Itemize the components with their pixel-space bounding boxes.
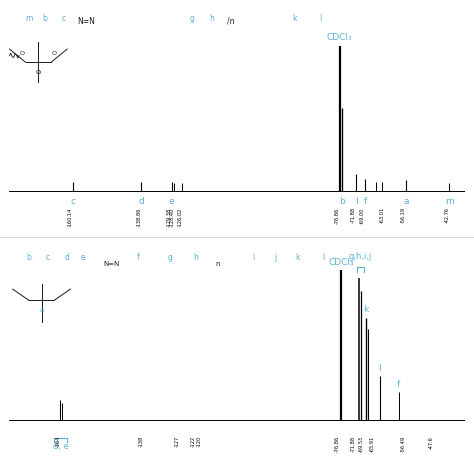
Text: l: l [319,14,321,23]
Text: -63.01: -63.01 [379,207,384,223]
Text: e: e [169,198,174,207]
Text: k: k [296,253,300,262]
Text: N=N: N=N [77,17,95,26]
Text: d, e: d, e [53,442,69,451]
Text: -56.19: -56.19 [401,207,406,223]
Text: -42.76: -42.76 [444,207,449,223]
Text: h: h [209,14,214,23]
Text: k: k [363,305,368,314]
Text: n: n [216,261,220,267]
Text: k: k [292,14,297,23]
Text: m: m [445,198,454,207]
Text: c: c [46,253,50,262]
Text: N=N: N=N [104,261,120,267]
Text: l: l [322,253,325,262]
Text: CDCl₃: CDCl₃ [328,258,354,267]
Text: a: a [403,198,409,207]
Text: -120: -120 [197,436,202,447]
Text: -76.86: -76.86 [335,436,340,452]
Text: -65.91: -65.91 [370,436,375,452]
Text: -69.53: -69.53 [358,436,364,452]
Text: f: f [364,198,367,207]
Text: -71.88: -71.88 [351,436,356,452]
Text: l: l [355,198,357,207]
Text: -126.02: -126.02 [177,207,182,227]
Text: c: c [71,198,76,207]
Text: m: m [25,14,32,23]
Text: b: b [42,14,47,23]
Text: f: f [137,253,139,262]
Text: -127: -127 [174,436,179,447]
Text: c: c [62,14,66,23]
Text: -138: -138 [139,436,144,447]
Text: g,h,i,j: g,h,i,j [349,252,372,261]
Text: O: O [52,52,57,56]
Text: e: e [81,253,85,262]
Text: /n: /n [227,17,234,26]
Text: O: O [36,70,41,74]
Text: -129.38: -129.38 [167,207,172,227]
Text: -160.14: -160.14 [68,207,73,227]
Text: O: O [20,52,25,56]
Text: -47.6: -47.6 [429,436,434,449]
Text: -76.86: -76.86 [335,207,340,224]
Text: i: i [252,253,254,262]
Text: b: b [26,253,31,262]
Text: -71.88: -71.88 [351,207,356,223]
Text: -138.86: -138.86 [137,207,141,227]
Text: -122: -122 [191,436,195,447]
Text: b: b [339,198,345,207]
Text: -69.00: -69.00 [360,207,365,224]
Text: l: l [378,364,381,373]
Text: -128.40: -128.40 [170,207,175,227]
Text: d: d [65,253,70,262]
Text: g: g [190,14,194,23]
Text: -56.49: -56.49 [400,436,405,452]
Text: g: g [167,253,172,262]
Text: -164: -164 [56,436,61,447]
Text: a: a [39,307,44,313]
Text: j: j [274,253,277,262]
Text: a: a [36,69,40,75]
Text: CDCl₃: CDCl₃ [327,34,352,43]
Text: f: f [397,380,400,389]
Text: h: h [193,253,198,262]
Text: d: d [138,198,144,207]
